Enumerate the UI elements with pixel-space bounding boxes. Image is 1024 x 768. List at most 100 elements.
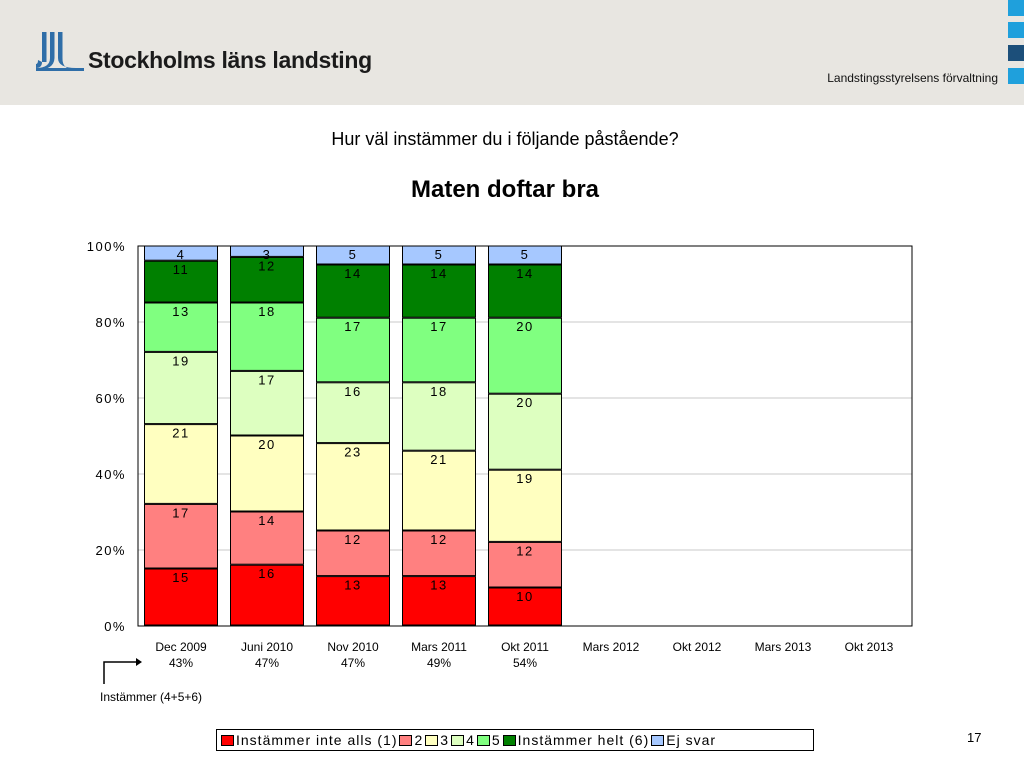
logo-hook-2 [36, 58, 55, 70]
corner-square-2 [1008, 22, 1024, 38]
legend-item: 4 [451, 732, 475, 748]
bar-segment [144, 503, 218, 569]
bar-value-label: 20 [258, 437, 275, 452]
bar-segment [488, 393, 562, 470]
bar-value-label: 12 [258, 258, 275, 273]
legend-label: Instämmer helt (6) [517, 732, 650, 748]
bar-segment [402, 530, 476, 577]
legend-item: 5 [476, 732, 501, 748]
organization-logo [36, 32, 84, 71]
bar-value-label: 5 [349, 247, 358, 262]
x-tick-label: Okt 2011 [501, 640, 549, 654]
bar-value-label: 3 [263, 247, 272, 262]
page-number: 17 [967, 730, 982, 745]
x-tick-label: Okt 2012 [673, 640, 722, 654]
corner-square-4 [1008, 68, 1024, 84]
bar-segment [488, 587, 562, 626]
x-axis: Dec 2009 43% Juni 2010 47% Nov 2010 47% Mars 2… [155, 640, 893, 670]
y-tick-label: 20% [95, 543, 126, 558]
bar-value-label: 14 [258, 513, 275, 528]
bar-segment [316, 530, 390, 577]
organization-name: Stockholms läns landsting [88, 47, 372, 73]
arrow-head [136, 658, 142, 666]
bar-segment [402, 450, 476, 531]
bar-segment [316, 443, 390, 531]
logo-base [36, 68, 84, 71]
legend-swatch [451, 734, 465, 746]
y-tick-label: 0% [104, 619, 126, 634]
legend-label: 4 [466, 732, 475, 748]
bar-segment [402, 317, 476, 383]
bar-value-label: 18 [430, 384, 447, 399]
bar-value-label: 20 [516, 319, 533, 334]
bar-segment [144, 302, 218, 352]
bar-value-label: 17 [344, 319, 361, 334]
bar-value-label: 14 [430, 266, 447, 281]
bar-segment [402, 264, 476, 318]
legend-item: Instämmer inte alls (1) [221, 732, 397, 748]
bar-value-label: 19 [172, 353, 189, 368]
arrow-line [103, 661, 136, 684]
bar-value-label: 14 [344, 266, 361, 281]
bar-value-label: 23 [344, 445, 361, 460]
bar-value-label: 17 [172, 505, 189, 520]
survey-question: Hur väl instämmer du i följande påståend… [331, 129, 679, 149]
agree-label: Instämmer (4+5+6) [100, 690, 203, 704]
bar-segment [488, 264, 562, 318]
bar-segment [230, 511, 304, 565]
bar-value-label: 15 [172, 570, 189, 585]
legend-item: Ej svar [651, 732, 716, 748]
logo-bar-3 [58, 32, 63, 58]
bar-value-label: 10 [516, 589, 533, 604]
bar-segment [144, 260, 218, 303]
x-tick-label: Mars 2012 [583, 640, 640, 654]
bar-segment [230, 435, 304, 512]
agree-share-label: 54% [513, 656, 537, 670]
agree-share-label: 49% [427, 656, 451, 670]
x-tick-label: Mars 2011 [411, 640, 467, 654]
bar-segment [402, 576, 476, 626]
bar-value-label: 12 [516, 543, 533, 558]
legend-label: Instämmer inte alls (1) [236, 732, 398, 748]
chart-title: Maten doftar bra [410, 176, 599, 203]
bar-value-label: 21 [172, 426, 189, 441]
x-tick-label: Dec 2009 [155, 640, 207, 654]
bar-value-label: 11 [173, 262, 190, 277]
legend-item: Instämmer helt (6) [502, 732, 650, 748]
bar-value-label: 13 [430, 578, 447, 593]
x-tick-label: Okt 2013 [845, 640, 894, 654]
y-tick-label: 100% [87, 239, 126, 254]
bar-value-label: 13 [344, 578, 361, 593]
logo-bar-2 [50, 32, 55, 58]
bar-value-label: 20 [516, 395, 533, 410]
bar-value-label: 17 [258, 372, 275, 387]
bar-value-label: 19 [516, 471, 533, 486]
logo-bar-1 [42, 32, 47, 62]
bar-value-label: 14 [516, 266, 533, 281]
bar-value-label: 12 [430, 532, 447, 547]
legend-item: 3 [425, 732, 449, 748]
y-axis: 0% 20% 40% 60% 80% 100% [87, 239, 126, 634]
value-labels: 1517211913114161420171812313122316171451… [172, 247, 533, 604]
bar-value-label: 17 [430, 319, 447, 334]
legend-swatch [476, 734, 490, 746]
bar-segment [316, 264, 390, 318]
bars [144, 245, 562, 626]
bar-segment [488, 317, 562, 394]
plot-frame [137, 245, 913, 627]
corner-square-1 [1008, 0, 1024, 16]
legend-swatch [502, 734, 516, 746]
bar-segment [316, 382, 390, 444]
bar-segment [316, 576, 390, 626]
bar-value-label: 18 [258, 304, 275, 319]
legend-swatch [425, 734, 439, 746]
header-band: Stockholms läns landsting Landstingsstyr… [0, 0, 1024, 105]
legend-label: 2 [414, 732, 424, 748]
bar-value-label: 16 [344, 384, 361, 399]
legend-label: Ej svar [666, 732, 717, 748]
y-tick-label: 60% [95, 391, 126, 406]
legend-swatch [651, 734, 665, 746]
bar-value-label: 5 [435, 247, 444, 262]
chart-legend: Instämmer inte alls (1) 2 3 4 5 Instämmer hel… [216, 729, 814, 751]
